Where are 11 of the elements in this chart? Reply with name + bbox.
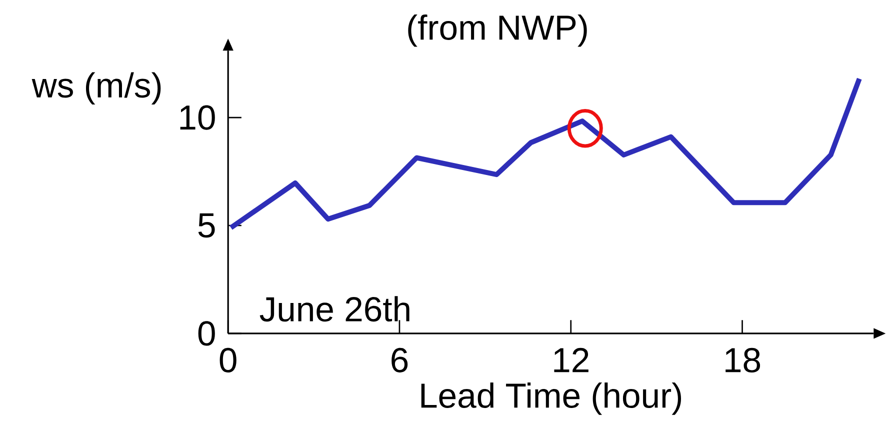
y-axis-title: ws (m/s) (32, 72, 161, 104)
x-axis-title: Lead Time (hour) (421, 382, 681, 415)
x-tick-label: 6 (392, 348, 408, 372)
chart-title: (from NWP) (408, 14, 587, 47)
y-tick-label: 10 (180, 105, 215, 130)
y-tick-label: 0 (198, 320, 215, 346)
x-tick-label: 0 (220, 348, 236, 372)
x-tick-label: 12 (554, 348, 588, 372)
annotation: June 26th (260, 296, 410, 322)
x-tick-label: 18 (726, 348, 760, 372)
y-tick-label: 5 (198, 213, 215, 238)
